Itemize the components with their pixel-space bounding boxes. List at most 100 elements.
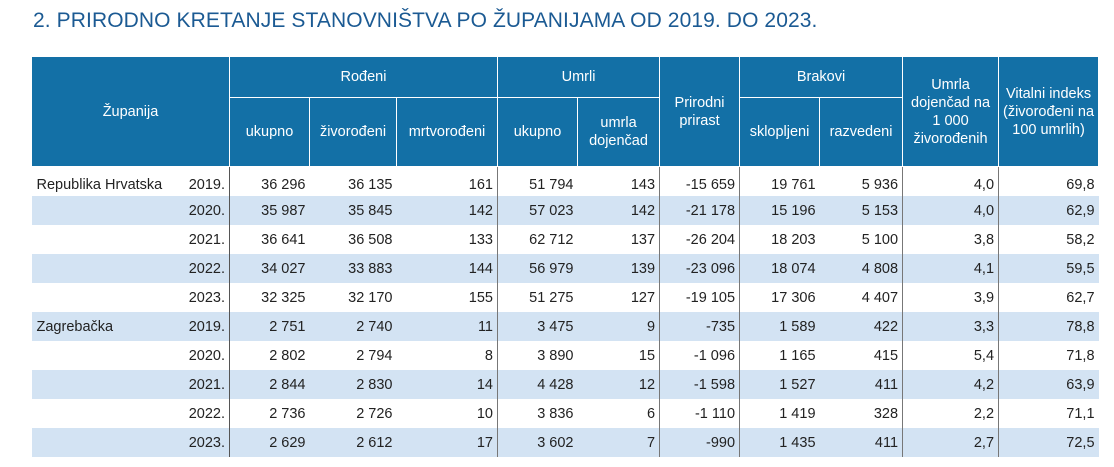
- cell-rodeni-ukupno: 35 987: [229, 196, 310, 225]
- cell-prirodni-prirast: -26 204: [659, 225, 741, 254]
- header-sklopljeni: sklopljeni: [739, 97, 821, 167]
- cell-dojencad-na-1000: 4,0: [902, 166, 1000, 196]
- cell-mrtvorodeni: 17: [396, 428, 498, 457]
- cell-dojencad-na-1000: 4,2: [902, 370, 1000, 399]
- cell-umrla-dojencad: 12: [577, 370, 661, 399]
- cell-mrtvorodeni: 11: [396, 312, 498, 341]
- row-county-name: [32, 225, 179, 254]
- cell-zivorodeni: 32 170: [348, 289, 393, 306]
- cell-sklopljeni: 1 419: [779, 405, 816, 422]
- cell-sklopljeni: 15 196: [739, 196, 820, 225]
- cell-rodeni-ukupno: 36 641: [261, 231, 306, 248]
- cell-rodeni-ukupno: 34 027: [229, 254, 310, 283]
- cell-razvedeni: 4 407: [819, 283, 904, 312]
- cell-vitalni-indeks: 69,8: [1066, 176, 1095, 193]
- cell-prirodni-prirast: -1 598: [659, 370, 741, 399]
- cell-prirodni-prirast: -1 096: [659, 341, 741, 370]
- row-county-name: [32, 341, 179, 370]
- cell-vitalni-indeks: 72,5: [998, 428, 1099, 457]
- header-vitalni-indeks: Vitalni indeks (živorođeni na 100 umrlih…: [998, 56, 1100, 167]
- table-row: 2020. 35 987 35 845 142 57 023 142 -21 1…: [31, 196, 1099, 225]
- cell-sklopljeni: 1 435: [739, 428, 820, 457]
- cell-mrtvorodeni: 142: [396, 196, 498, 225]
- cell-umrli-ukupno: 57 023: [497, 196, 578, 225]
- cell-umrli-ukupno: 62 712: [529, 231, 574, 248]
- header-umrla-dojencad-na-1000: Umrla dojenčad na 1 000 živorođenih: [902, 56, 1000, 167]
- header-mrtvorodeni: mrtvorođeni: [396, 97, 498, 167]
- cell-mrtvorodeni: 144: [396, 254, 498, 283]
- cell-dojencad-na-1000: 5,4: [902, 341, 1000, 370]
- cell-razvedeni: 5 153: [819, 196, 904, 225]
- header-rodeni: Rođeni: [229, 56, 498, 98]
- header-brakovi: Brakovi: [739, 56, 904, 98]
- cell-umrli-ukupno: 51 275: [529, 289, 574, 306]
- cell-sklopljeni: 17 306: [771, 289, 816, 306]
- cell-umrla-dojencad: 142: [577, 196, 661, 225]
- cell-sklopljeni: 19 761: [771, 176, 816, 193]
- row-county-name: [31, 428, 179, 457]
- cell-vitalni-indeks: 71,8: [1066, 347, 1095, 364]
- table-row: 2022. 34 027 33 883 144 56 979 139 -23 0…: [31, 254, 1099, 283]
- page-title: 2. PRIRODNO KRETANJE STANOVNIŠTVA PO ŽUP…: [33, 9, 818, 32]
- cell-sklopljeni: 1 165: [779, 347, 816, 364]
- cell-dojencad-na-1000: 3,3: [902, 312, 1000, 341]
- cell-prirodni-prirast: -1 110: [659, 399, 741, 428]
- header-prirodni-prirast: Prirodni prirast: [659, 56, 741, 167]
- row-year: 2019.: [178, 312, 230, 341]
- cell-dojencad-na-1000: 2,7: [902, 428, 1000, 457]
- row-year: 2023.: [178, 428, 230, 457]
- cell-razvedeni: 415: [819, 341, 904, 370]
- row-year: 2023.: [178, 283, 230, 312]
- header-razvedeni: razvedeni: [819, 97, 904, 167]
- table-row: Republika Hrvatska 2019. 36 296 36 135 1…: [32, 166, 1099, 196]
- cell-vitalni-indeks: 62,9: [998, 196, 1099, 225]
- cell-rodeni-ukupno: 2 844: [229, 370, 310, 399]
- cell-umrla-dojencad: 9: [577, 312, 661, 341]
- cell-umrla-dojencad: 139: [577, 254, 661, 283]
- cell-rodeni-ukupno: 36 296: [261, 176, 306, 193]
- header-umrli-ukupno: ukupno: [497, 97, 578, 167]
- statistics-table: Županija Rođeni Umrli Prirodni prirast B…: [31, 56, 1100, 457]
- cell-dojencad-na-1000: 3,9: [902, 283, 1000, 312]
- cell-dojencad-na-1000: 2,2: [902, 399, 1000, 428]
- cell-zivorodeni: 36 508: [348, 231, 393, 248]
- cell-rodeni-ukupno: 2 751: [229, 312, 310, 341]
- cell-dojencad-na-1000: 3,8: [902, 225, 1000, 254]
- cell-zivorodeni: 2 726: [356, 405, 393, 422]
- cell-vitalni-indeks: 63,9: [998, 370, 1099, 399]
- cell-mrtvorodeni: 8: [396, 341, 498, 370]
- cell-prirodni-prirast: -21 178: [659, 196, 741, 225]
- cell-rodeni-ukupno: 32 325: [261, 289, 306, 306]
- cell-mrtvorodeni: 133: [396, 225, 498, 254]
- cell-umrli-ukupno: 3 602: [497, 428, 578, 457]
- cell-dojencad-na-1000: 4,0: [902, 196, 1000, 225]
- cell-prirodni-prirast: -735: [659, 312, 741, 341]
- table-row: 2023. 2 629 2 612 17 3 602 7 -990 1 435 …: [31, 428, 1099, 457]
- cell-vitalni-indeks: 58,2: [1066, 231, 1095, 248]
- cell-vitalni-indeks: 71,1: [1066, 405, 1095, 422]
- cell-rodeni-ukupno: 2 802: [269, 347, 306, 364]
- header-umrli: Umrli: [496, 56, 661, 98]
- row-county-name: [32, 399, 179, 428]
- header-zupanija: Županija: [31, 56, 230, 167]
- cell-razvedeni: 328: [819, 399, 904, 428]
- cell-razvedeni: 5 936: [819, 166, 904, 196]
- row-county-name: [31, 370, 179, 399]
- cell-mrtvorodeni: 155: [396, 283, 498, 312]
- cell-vitalni-indeks: 59,5: [998, 254, 1099, 283]
- cell-rodeni-ukupno: 2 736: [269, 405, 306, 422]
- cell-zivorodeni: 2 740: [309, 312, 397, 341]
- header-rodeni-ukupno: ukupno: [229, 97, 310, 167]
- cell-umrli-ukupno: 4 428: [497, 370, 578, 399]
- cell-sklopljeni: 18 203: [771, 231, 816, 248]
- cell-prirodni-prirast: -990: [659, 428, 741, 457]
- table-row: 2023. 32 325 32 170 155 51 275 127 -19 1…: [32, 283, 1099, 312]
- cell-razvedeni: 411: [819, 370, 904, 399]
- row-county-name: [32, 283, 179, 312]
- cell-zivorodeni: 36 135: [348, 176, 393, 193]
- cell-dojencad-na-1000: 4,1: [902, 254, 1000, 283]
- cell-mrtvorodeni: 14: [396, 370, 498, 399]
- cell-rodeni-ukupno: 2 629: [229, 428, 310, 457]
- row-year: 2022.: [178, 254, 230, 283]
- cell-umrla-dojencad: 7: [577, 428, 661, 457]
